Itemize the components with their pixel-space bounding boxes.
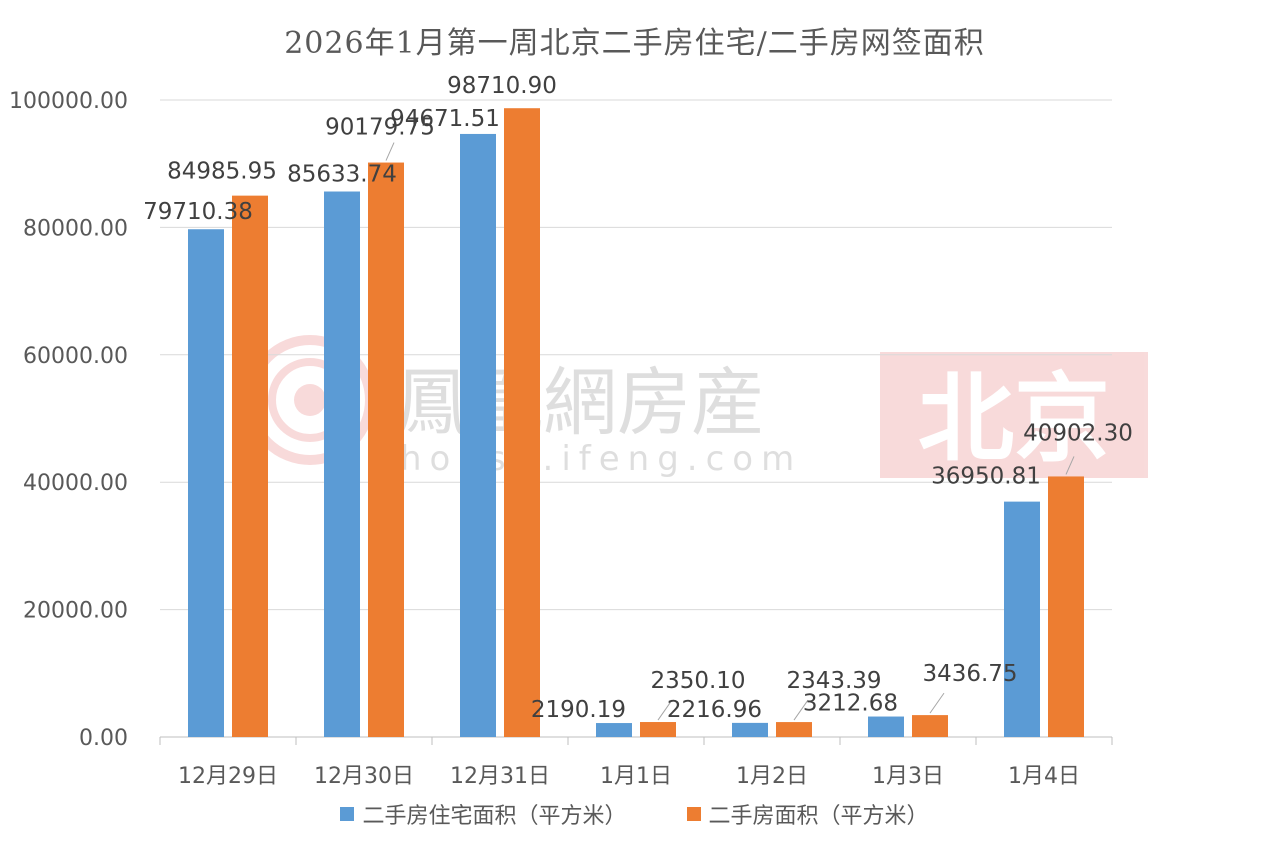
legend-label-total: 二手房面积（平方米） (708, 804, 929, 829)
x-tick-label: 1月4日 (1008, 764, 1080, 789)
data-label-residential: 2216.96 (667, 697, 762, 723)
watermark-city: 北京 (918, 363, 1110, 475)
data-label-total: 40902.30 (1023, 420, 1133, 446)
bar-residential (732, 722, 768, 737)
bar-residential (324, 191, 360, 738)
x-tick-label: 1月1日 (600, 764, 672, 789)
y-tick-label: 20000.00 (23, 599, 128, 624)
bar-residential (1004, 501, 1040, 737)
bar-total (912, 715, 948, 737)
bar-total (368, 162, 404, 737)
leader-line (657, 699, 673, 721)
data-label-residential: 36950.81 (931, 464, 1041, 490)
bar-residential (460, 133, 496, 737)
x-tick-label: 1月3日 (872, 764, 944, 789)
data-label-total: 2350.10 (650, 668, 745, 694)
leader-line (793, 699, 809, 721)
data-label-total: 3436.75 (922, 661, 1017, 687)
data-label-total: 98710.90 (447, 73, 557, 99)
bar-residential (868, 716, 904, 737)
x-tick-label: 12月29日 (178, 764, 278, 789)
bar-residential (188, 229, 224, 737)
x-tick-label: 1月2日 (736, 764, 808, 789)
data-label-total: 2343.39 (786, 668, 881, 694)
y-tick-label: 0.00 (79, 726, 128, 751)
leader-line (385, 142, 395, 161)
leader-line (1065, 456, 1075, 475)
bar-total (504, 108, 540, 738)
bar-total (232, 195, 268, 737)
x-tick-label: 12月31日 (450, 764, 550, 789)
watermark-brand: 鳳凰網房産 (395, 360, 765, 446)
y-tick-label: 80000.00 (23, 216, 128, 241)
leader-line (929, 692, 945, 714)
data-label-residential: 94671.51 (390, 106, 500, 132)
x-tick-label: 12月30日 (314, 764, 414, 789)
bar-total (1048, 476, 1084, 737)
bar-total (776, 722, 812, 737)
data-label-total: 84985.95 (167, 159, 277, 185)
legend-swatch-residential (340, 807, 355, 821)
legend-item-total: 二手房面积（平方米） (686, 798, 929, 830)
y-tick-label: 60000.00 (23, 344, 128, 369)
data-label-residential: 3212.68 (803, 691, 898, 717)
legend-item-residential: 二手房住宅面积（平方米） (340, 798, 627, 830)
data-label-residential: 85633.74 (287, 162, 397, 188)
data-label-residential: 79710.38 (143, 199, 253, 225)
chart-title: 2026年1月第一周北京二手房住宅/二手房网签面积 (284, 26, 985, 61)
legend-label-residential: 二手房住宅面积（平方米） (362, 804, 627, 829)
legend-swatch-total (686, 807, 701, 821)
y-tick-label: 100000.00 (9, 89, 128, 114)
watermark-city-box (880, 352, 1148, 478)
y-tick-label: 40000.00 (23, 471, 128, 496)
data-label-total: 90179.75 (325, 115, 435, 141)
bar-residential (596, 723, 632, 737)
legend: 二手房住宅面积（平方米） 二手房面积（平方米） (0, 798, 1269, 830)
bar-total (640, 722, 676, 737)
data-label-residential: 2190.19 (531, 697, 626, 723)
